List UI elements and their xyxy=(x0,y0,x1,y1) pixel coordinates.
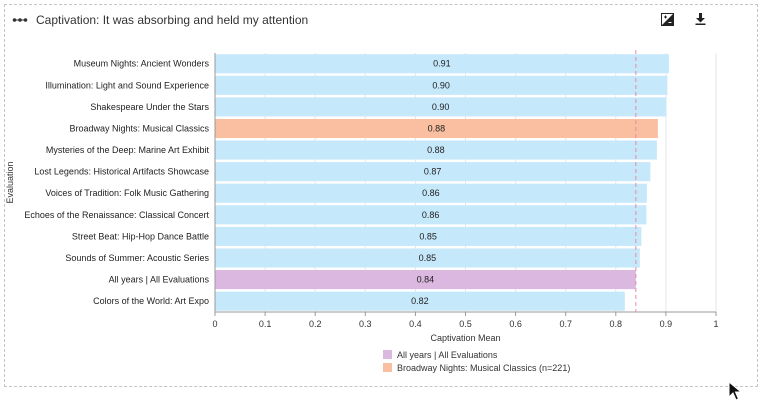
bar-value-label: 0.85 xyxy=(419,231,437,241)
x-tick-label: 0.5 xyxy=(459,319,472,329)
x-tick-label: 1 xyxy=(713,319,718,329)
bar[interactable] xyxy=(215,162,651,182)
bar[interactable] xyxy=(215,291,625,311)
bar-value-label: 0.87 xyxy=(424,167,442,177)
legend-label-highlight: Broadway Nights: Musical Classics (n=221… xyxy=(397,362,571,373)
bar-value-label: 0.90 xyxy=(432,102,450,112)
category-label: Broadway Nights: Musical Classics xyxy=(69,123,209,133)
download-button[interactable] xyxy=(690,9,710,29)
x-tick-label: 0.2 xyxy=(309,319,322,329)
legend-swatch-highlight xyxy=(383,363,392,372)
x-tick-label: 0.8 xyxy=(610,319,623,329)
chart-legend: All years | All Evaluations Broadway Nig… xyxy=(383,348,570,374)
chart-style-icon xyxy=(660,12,674,26)
bar-value-label: 0.85 xyxy=(419,253,437,263)
x-tick-label: 0.3 xyxy=(359,319,372,329)
legend-swatch-overall xyxy=(383,350,392,359)
category-label: Lost Legends: Historical Artifacts Showc… xyxy=(34,167,209,177)
y-axis-title: Evaluation xyxy=(5,161,15,203)
bar-value-label: 0.82 xyxy=(411,296,429,306)
category-label: Street Beat: Hip-Hop Dance Battle xyxy=(72,231,209,241)
bar-value-label: 0.84 xyxy=(417,275,435,285)
bar-value-label: 0.86 xyxy=(422,210,440,220)
bar-value-label: 0.90 xyxy=(432,80,450,90)
x-tick-label: 0.4 xyxy=(409,319,422,329)
chart-header: Captivation: It was absorbing and held m… xyxy=(12,10,308,30)
bar-value-label: 0.88 xyxy=(428,123,446,133)
bar[interactable] xyxy=(215,248,640,268)
bar[interactable] xyxy=(215,118,658,139)
legend-label-overall: All years | All Evaluations xyxy=(397,349,498,360)
x-tick-label: 0.1 xyxy=(259,319,272,329)
metric-dots-icon xyxy=(12,18,28,22)
category-label: Illumination: Light and Sound Experience xyxy=(45,80,209,90)
category-label: Sounds of Summer: Acoustic Series xyxy=(65,253,209,263)
bar-value-label: 0.86 xyxy=(422,188,440,198)
legend-item-overall[interactable]: All years | All Evaluations xyxy=(383,348,570,361)
bar[interactable] xyxy=(215,54,669,74)
legend-item-highlight[interactable]: Broadway Nights: Musical Classics (n=221… xyxy=(383,361,570,374)
category-label: Voices of Tradition: Folk Music Gatherin… xyxy=(45,188,209,198)
bar[interactable] xyxy=(215,75,668,95)
category-label: All years | All Evaluations xyxy=(109,275,210,285)
category-label: Mysteries of the Deep: Marine Art Exhibi… xyxy=(46,145,210,155)
bar[interactable] xyxy=(215,205,647,225)
x-tick-label: 0.7 xyxy=(559,319,572,329)
x-axis-title: Captivation Mean xyxy=(430,333,500,343)
bar[interactable] xyxy=(215,270,636,290)
bar-value-label: 0.91 xyxy=(433,59,451,69)
bar[interactable] xyxy=(215,97,667,117)
chart-style-button[interactable] xyxy=(657,9,677,29)
category-label: Echoes of the Renaissance: Classical Con… xyxy=(24,210,209,220)
x-tick-label: 0.6 xyxy=(509,319,522,329)
bar[interactable] xyxy=(215,226,642,246)
chart-title: Captivation: It was absorbing and held m… xyxy=(36,13,309,27)
category-label: Colors of the World: Art Expo xyxy=(93,296,209,306)
bar[interactable] xyxy=(215,140,657,160)
x-tick-label: 0 xyxy=(212,319,217,329)
download-icon xyxy=(695,13,705,25)
category-label: Shakespeare Under the Stars xyxy=(90,102,209,112)
x-tick-label: 0.9 xyxy=(660,319,673,329)
bar[interactable] xyxy=(215,183,647,203)
bar-value-label: 0.88 xyxy=(427,145,445,155)
category-label: Museum Nights: Ancient Wonders xyxy=(74,59,210,69)
mouse-cursor-icon xyxy=(728,381,742,401)
